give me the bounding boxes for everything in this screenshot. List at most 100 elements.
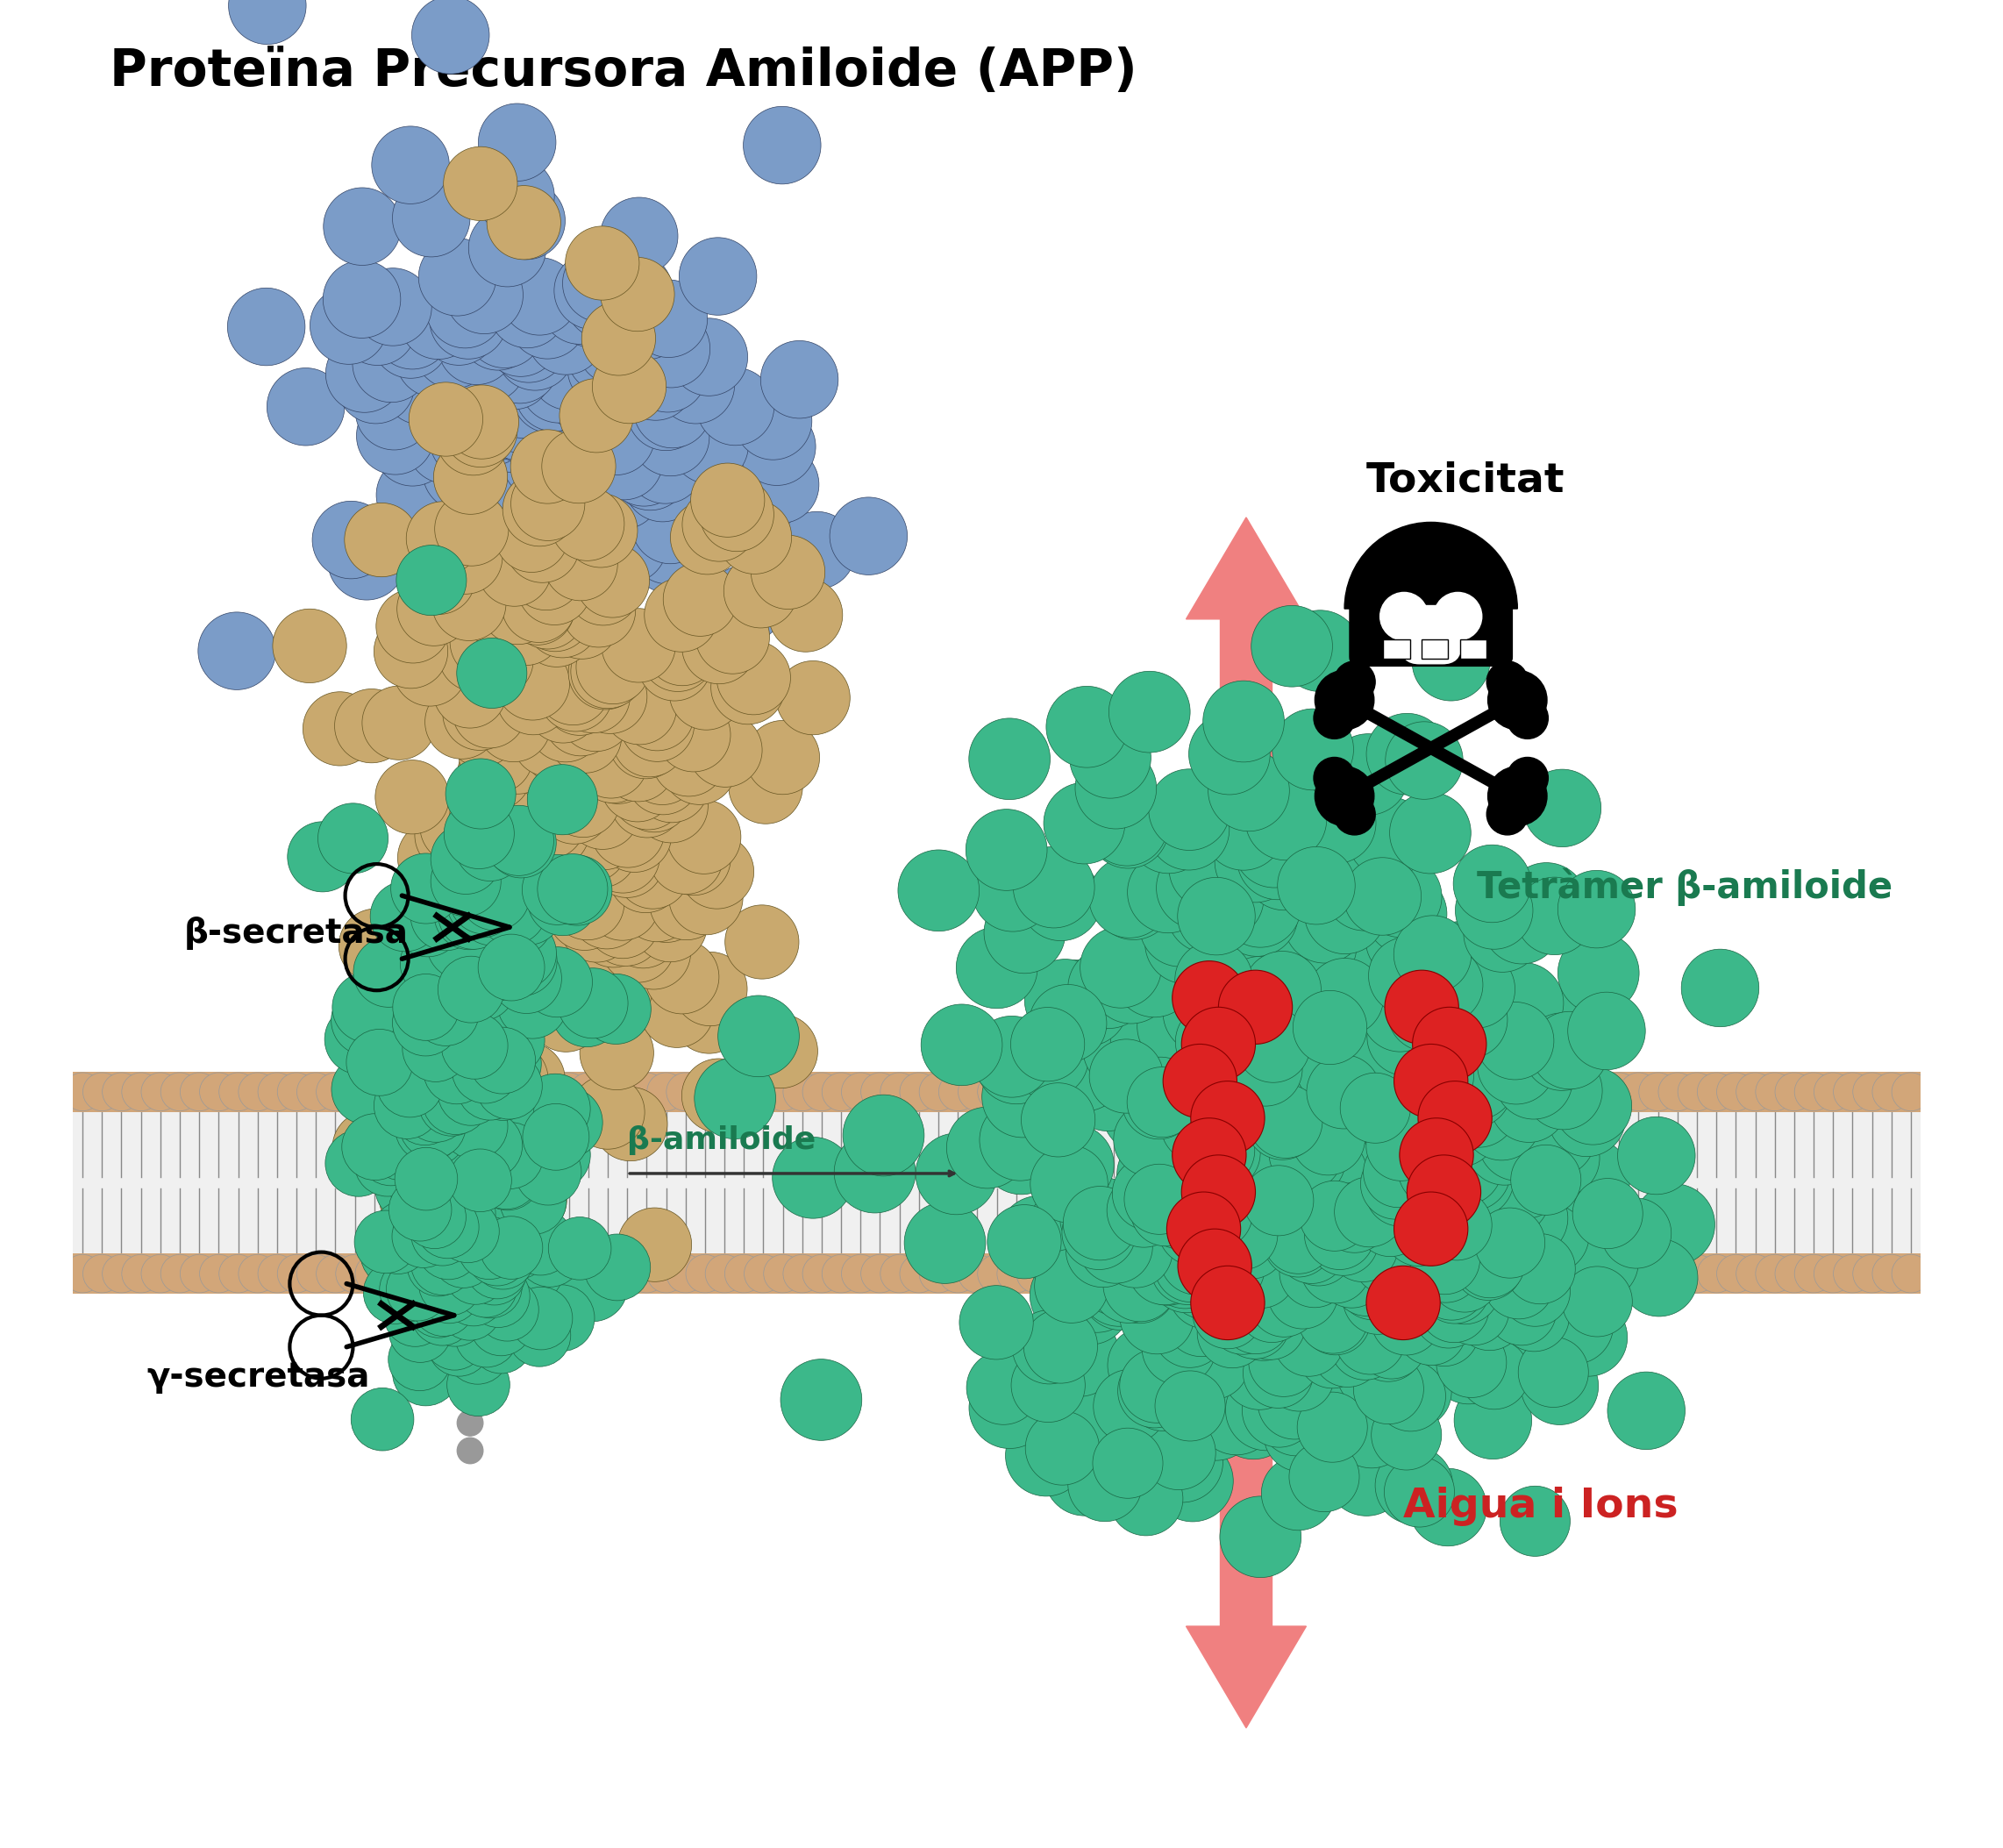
- Circle shape: [413, 1072, 453, 1111]
- Circle shape: [1250, 1072, 1288, 1111]
- Circle shape: [1424, 1255, 1464, 1294]
- Circle shape: [527, 765, 597, 835]
- Circle shape: [541, 334, 617, 412]
- Circle shape: [1100, 1214, 1172, 1288]
- Circle shape: [503, 1101, 573, 1172]
- Circle shape: [1294, 1137, 1366, 1210]
- Circle shape: [1368, 998, 1444, 1076]
- Circle shape: [1506, 863, 1586, 944]
- Circle shape: [1737, 1072, 1775, 1111]
- Circle shape: [1212, 959, 1292, 1040]
- Circle shape: [407, 512, 483, 590]
- Circle shape: [180, 1072, 218, 1111]
- Circle shape: [717, 996, 799, 1077]
- Circle shape: [1114, 1192, 1196, 1273]
- Circle shape: [1144, 1175, 1216, 1249]
- Circle shape: [1384, 1456, 1454, 1526]
- Circle shape: [1130, 1148, 1212, 1229]
- Circle shape: [1134, 1255, 1172, 1294]
- Circle shape: [1360, 856, 1442, 937]
- Circle shape: [411, 1203, 475, 1266]
- Circle shape: [1406, 1314, 1488, 1395]
- Circle shape: [357, 397, 435, 475]
- Circle shape: [1332, 970, 1414, 1052]
- Circle shape: [355, 1255, 393, 1294]
- Circle shape: [393, 1079, 459, 1146]
- Circle shape: [1316, 1238, 1386, 1308]
- Circle shape: [705, 1255, 743, 1294]
- Circle shape: [543, 527, 617, 601]
- Circle shape: [1050, 1264, 1130, 1345]
- Circle shape: [1244, 952, 1322, 1029]
- Circle shape: [1162, 1088, 1234, 1162]
- Circle shape: [1202, 957, 1284, 1039]
- Circle shape: [1322, 1040, 1402, 1122]
- Circle shape: [507, 839, 581, 913]
- Circle shape: [140, 1255, 180, 1294]
- Circle shape: [1186, 1116, 1268, 1198]
- Circle shape: [1222, 1214, 1296, 1288]
- Circle shape: [316, 1072, 355, 1111]
- Circle shape: [605, 429, 683, 506]
- Circle shape: [1330, 1101, 1410, 1183]
- Circle shape: [1308, 928, 1390, 1009]
- Circle shape: [957, 1255, 995, 1294]
- Circle shape: [463, 580, 539, 658]
- Circle shape: [1152, 1077, 1230, 1155]
- Circle shape: [347, 1029, 413, 1096]
- Circle shape: [1276, 1214, 1346, 1284]
- Circle shape: [351, 1388, 415, 1451]
- Circle shape: [1406, 1247, 1482, 1325]
- Circle shape: [330, 985, 401, 1055]
- Circle shape: [328, 523, 405, 601]
- Circle shape: [575, 334, 651, 412]
- Circle shape: [64, 1255, 102, 1294]
- Circle shape: [1522, 1120, 1600, 1198]
- Circle shape: [389, 1299, 451, 1362]
- Circle shape: [1172, 1255, 1210, 1294]
- Circle shape: [1218, 970, 1292, 1044]
- Circle shape: [1024, 1310, 1098, 1384]
- Circle shape: [339, 909, 413, 983]
- Circle shape: [423, 1037, 491, 1103]
- Circle shape: [288, 822, 359, 893]
- Circle shape: [841, 1255, 879, 1294]
- Circle shape: [1328, 1255, 1366, 1294]
- Circle shape: [1036, 1255, 1074, 1294]
- Circle shape: [1424, 1175, 1504, 1257]
- Circle shape: [1312, 1127, 1390, 1205]
- Circle shape: [1236, 1114, 1318, 1196]
- Circle shape: [609, 704, 683, 778]
- Circle shape: [549, 1218, 611, 1281]
- Circle shape: [1178, 878, 1256, 955]
- Circle shape: [465, 765, 539, 839]
- Circle shape: [457, 571, 531, 645]
- Circle shape: [1180, 1170, 1254, 1244]
- Circle shape: [977, 1255, 1016, 1294]
- Circle shape: [453, 675, 527, 748]
- Circle shape: [1184, 1148, 1262, 1225]
- Circle shape: [1194, 1233, 1264, 1303]
- Circle shape: [1362, 1153, 1440, 1231]
- Circle shape: [1244, 1166, 1314, 1236]
- Circle shape: [563, 473, 639, 551]
- Circle shape: [529, 432, 605, 510]
- Circle shape: [1268, 1236, 1348, 1318]
- Circle shape: [1560, 1072, 1598, 1111]
- Circle shape: [557, 968, 629, 1039]
- Circle shape: [527, 865, 597, 935]
- Circle shape: [1484, 1249, 1554, 1319]
- Circle shape: [1094, 1255, 1132, 1294]
- Circle shape: [1234, 1076, 1312, 1153]
- Circle shape: [1146, 1164, 1220, 1238]
- Circle shape: [1408, 1295, 1480, 1366]
- Circle shape: [218, 1072, 256, 1111]
- Circle shape: [685, 1072, 725, 1111]
- Circle shape: [1242, 1373, 1316, 1447]
- Circle shape: [1176, 1003, 1254, 1081]
- Circle shape: [1298, 1392, 1368, 1462]
- Circle shape: [1366, 898, 1446, 979]
- Circle shape: [1514, 1031, 1596, 1112]
- Circle shape: [607, 894, 681, 968]
- Circle shape: [1212, 1181, 1286, 1255]
